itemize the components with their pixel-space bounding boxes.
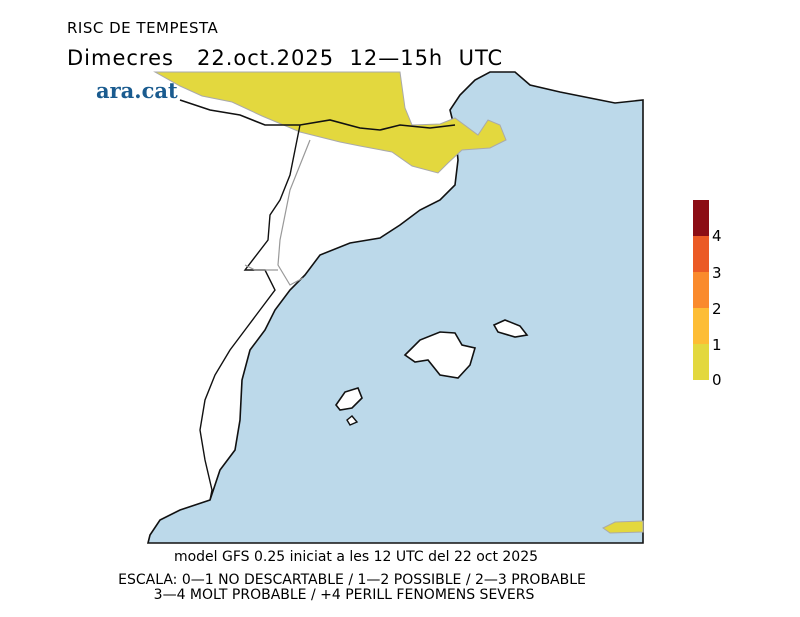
colorbar-label: 4 xyxy=(712,227,722,245)
scale-legend-line1: ESCALA: 0—1 NO DESCARTABLE / 1—2 POSSIBL… xyxy=(118,572,586,588)
border-line xyxy=(179,99,456,131)
model-info: model GFS 0.25 iniciat a les 12 UTC del … xyxy=(173,549,539,565)
island-menorca xyxy=(492,319,529,338)
map-date: Dimecres 22.oct.2025 12—15h UTC xyxy=(67,46,504,70)
colorbar-label: 3 xyxy=(712,264,722,282)
sea xyxy=(146,71,644,544)
colorbar-level-1-2 xyxy=(693,308,709,344)
colorbar-level-0-1 xyxy=(693,344,709,380)
island-formentera xyxy=(346,415,359,426)
island-ibiza xyxy=(335,387,363,411)
risk-colorbar xyxy=(693,200,709,380)
risk-area-yellow-small xyxy=(602,520,644,534)
colorbar-level-3-4 xyxy=(693,236,709,272)
colorbar-level-2-3 xyxy=(693,272,709,308)
border-line xyxy=(199,124,301,501)
scale-legend-line2: 3—4 MOLT PROBABLE / +4 PERILL FENOMENS S… xyxy=(153,587,535,603)
risk-area-yellow xyxy=(153,71,507,174)
colorbar-label: 1 xyxy=(712,336,722,354)
map-title: RISC DE TEMPESTA xyxy=(67,19,219,37)
colorbar-label: 0 xyxy=(712,371,722,389)
colorbar-label: 2 xyxy=(712,300,722,318)
ara-cat-logo: ara.cat xyxy=(96,78,178,103)
island-mallorca xyxy=(403,331,477,379)
colorbar-level-4plus xyxy=(693,200,709,236)
region-line xyxy=(244,264,278,271)
region-line xyxy=(277,139,311,286)
